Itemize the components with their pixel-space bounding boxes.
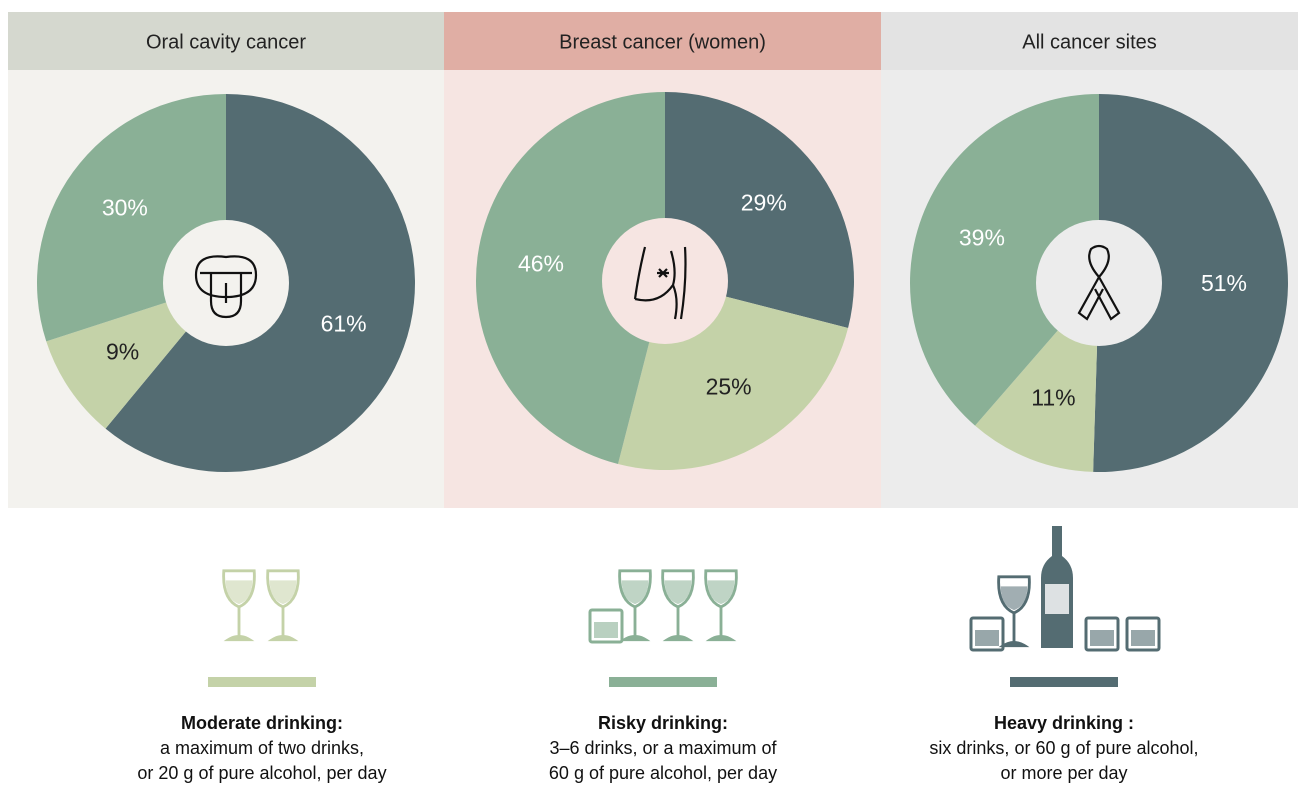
donut-hole <box>602 218 728 344</box>
risky-icon <box>590 571 736 642</box>
level-description: 60 g of pure alcohol, per day <box>549 763 777 783</box>
panel-title: Breast cancer (women) <box>559 31 766 53</box>
infographic: Oral cavity cancer 61% 9% 30% Breast cancer … <box>0 0 1306 801</box>
heavy-icon <box>971 526 1159 650</box>
slice-label: 11% <box>1031 384 1075 410</box>
level-color-bar <box>1010 677 1118 687</box>
slice-label: 39% <box>959 224 1005 250</box>
level-description: or more per day <box>1000 763 1127 783</box>
panel-title: Oral cavity cancer <box>146 31 306 53</box>
drink-icons <box>224 526 1159 650</box>
level-description: a maximum of two drinks, <box>160 738 364 758</box>
slice-label: 46% <box>518 250 564 276</box>
level-description: or 20 g of pure alcohol, per day <box>137 763 386 783</box>
slice-label: 30% <box>102 195 148 221</box>
level-title: Risky drinking: <box>598 713 728 733</box>
level-title: Moderate drinking: <box>181 713 343 733</box>
slice-label: 25% <box>706 374 752 400</box>
level-title: Heavy drinking : <box>994 713 1134 733</box>
level-color-bar <box>208 677 316 687</box>
slice-label: 61% <box>321 310 367 336</box>
moderate-icon <box>224 571 299 640</box>
panel-title: All cancer sites <box>1022 31 1157 53</box>
slice-label: 9% <box>106 338 139 364</box>
level-description: 3–6 drinks, or a maximum of <box>549 738 777 758</box>
level-color-bar <box>609 677 717 687</box>
slice-label: 51% <box>1201 270 1247 296</box>
level-description: six drinks, or 60 g of pure alcohol, <box>929 738 1198 758</box>
donut-hole <box>1036 220 1162 346</box>
slice-label: 29% <box>741 189 787 215</box>
